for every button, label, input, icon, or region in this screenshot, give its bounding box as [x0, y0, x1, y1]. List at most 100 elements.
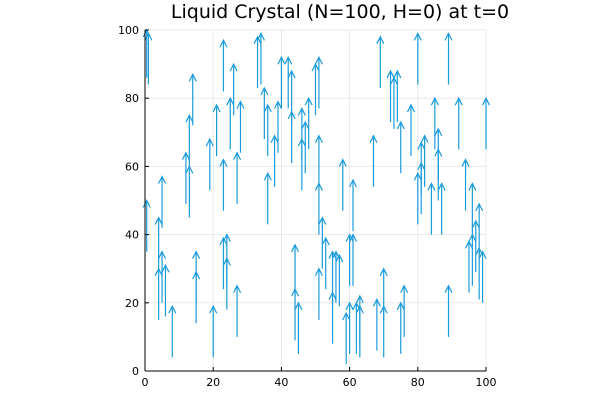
arrow-head: [256, 32, 265, 41]
arrow: [471, 219, 480, 273]
arrow-head: [386, 69, 395, 79]
arrow: [318, 216, 327, 269]
arrow: [158, 175, 167, 228]
arrow: [154, 216, 163, 269]
arrow-head: [181, 151, 190, 161]
arrow-head: [294, 301, 303, 311]
arrow-head: [314, 134, 323, 143]
arrow: [219, 236, 228, 290]
arrow-head: [154, 216, 163, 225]
arrow: [386, 69, 395, 123]
arrow-head: [185, 113, 194, 123]
arrow: [277, 55, 286, 109]
arrow-head: [475, 202, 484, 212]
arrow: [287, 110, 296, 163]
arrow: [226, 96, 235, 150]
arrow: [314, 134, 323, 187]
arrow-head: [212, 103, 221, 113]
arrow: [400, 284, 409, 337]
arrow-head: [253, 35, 262, 45]
arrow: [273, 100, 283, 153]
arrow: [168, 304, 177, 358]
arrow: [328, 291, 337, 344]
arrow-head: [379, 267, 388, 276]
arrow: [209, 304, 218, 358]
arrow-head: [158, 250, 167, 259]
arrow-head: [318, 216, 327, 225]
arrow-head: [478, 250, 487, 259]
arrow: [291, 287, 300, 341]
x-tick-label: 80: [411, 376, 425, 389]
arrow: [192, 270, 201, 324]
arrow: [158, 250, 167, 303]
arrow-head: [219, 158, 228, 167]
arrow: [379, 267, 388, 320]
arrow: [335, 253, 344, 307]
arrow-head: [277, 55, 286, 65]
arrow: [185, 113, 194, 167]
arrow: [229, 62, 238, 116]
x-tick-label: 0: [142, 376, 149, 389]
chart-title: Liquid Crystal (N=100, H=0) at t=0: [171, 1, 509, 23]
arrow-head: [372, 298, 381, 307]
arrow-head: [335, 253, 344, 263]
arrow-field: [142, 28, 491, 365]
arrow: [161, 263, 170, 317]
arrow-head: [297, 107, 306, 116]
arrow-head: [468, 233, 477, 242]
arrow-head: [192, 270, 201, 280]
arrow-head: [233, 284, 242, 294]
arrow-head: [205, 137, 214, 147]
arrow: [321, 236, 330, 290]
arrow-head: [396, 301, 405, 311]
arrow: [396, 301, 405, 354]
arrow: [233, 151, 242, 204]
arrow-head: [328, 250, 337, 259]
arrow-head: [406, 103, 416, 113]
arrow-head: [400, 284, 409, 294]
arrow-head: [434, 127, 443, 137]
arrow: [219, 158, 228, 211]
arrow-head: [314, 267, 323, 276]
arrow-head: [291, 287, 300, 297]
arrow-head: [427, 182, 436, 191]
arrow-head: [142, 199, 151, 208]
arrow: [430, 96, 439, 150]
arrow-head: [233, 151, 242, 161]
arrow-head: [461, 158, 470, 167]
arrow-head: [284, 55, 293, 65]
arrow: [461, 158, 470, 211]
arrow: [301, 120, 310, 174]
x-tick-label: 20: [206, 376, 220, 389]
arrow: [481, 96, 491, 150]
y-tick-label: 80: [125, 92, 139, 105]
arrow-head: [192, 250, 201, 259]
arrow: [396, 120, 405, 174]
arrow-head: [236, 100, 245, 109]
arrow: [342, 311, 351, 365]
arrow: [355, 294, 364, 348]
arrow: [236, 100, 245, 153]
arrow: [437, 182, 446, 235]
arrow-head: [471, 219, 480, 229]
arrow: [185, 165, 194, 218]
arrow: [222, 257, 231, 310]
arrow-head: [144, 32, 153, 41]
arrow: [434, 127, 443, 181]
arrow: [413, 171, 422, 225]
arrow: [372, 298, 381, 351]
arrow: [444, 284, 453, 337]
arrow-head: [229, 62, 238, 72]
arrow: [256, 32, 265, 85]
arrow: [270, 134, 279, 187]
arrow-head: [185, 165, 194, 174]
arrow-head: [413, 32, 422, 41]
arrow-head: [154, 267, 163, 276]
arrow: [294, 301, 303, 354]
arrow: [181, 151, 190, 204]
arrow: [263, 103, 272, 157]
arrow-head: [376, 35, 385, 45]
arrow-head: [345, 233, 354, 242]
arrow: [376, 35, 385, 88]
